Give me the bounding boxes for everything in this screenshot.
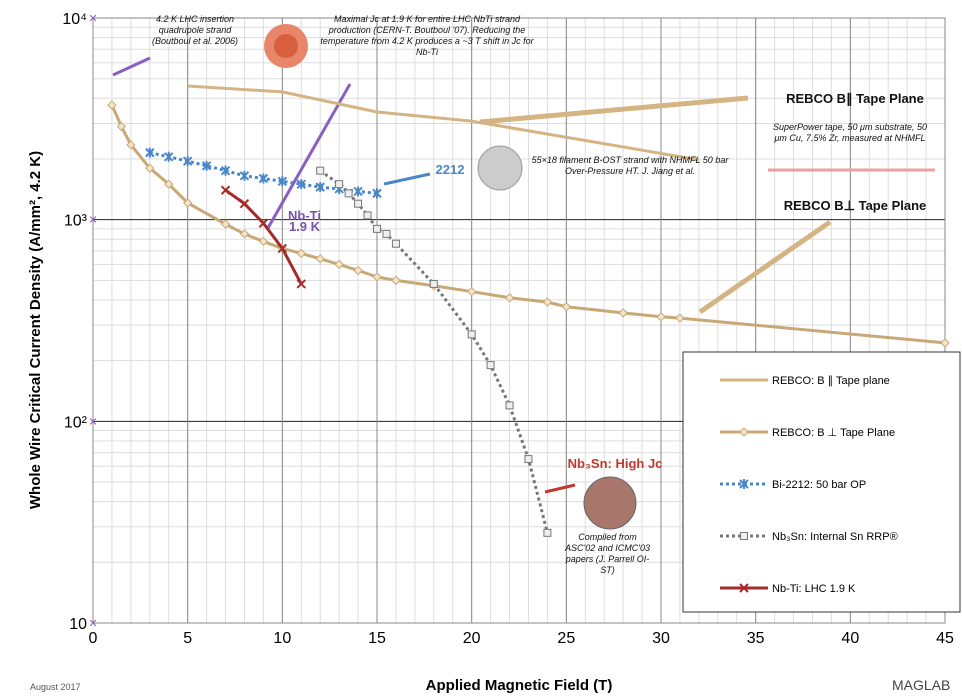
marker [676,314,684,322]
marker [392,240,399,247]
x-tick-label: 5 [183,630,192,647]
arrow [700,222,830,312]
y-tick-mark: ✕ [88,13,97,25]
annotation: REBCO B⊥ Tape Plane [760,200,950,211]
legend-label: REBCO: B ∥ Tape plane [772,375,890,387]
y-tick-label: 10³ [64,213,88,230]
marker [345,190,352,197]
marker [364,212,371,219]
strand-icon [274,34,298,58]
marker [487,362,494,369]
annotation: Nb-Ti 1.9 K [282,210,327,232]
arrow [545,485,575,492]
annotation: Nb₃Sn: High Jc [555,458,675,469]
x-tick-label: 45 [936,630,954,647]
y-axis-label: Whole Wire Critical Current Density (A/m… [27,151,44,509]
marker [165,152,173,162]
marker [354,266,362,274]
footer: August 2017 [30,682,81,692]
marker [544,529,551,536]
x-tick-label: 10 [273,630,291,647]
strand-icon [478,146,522,190]
arrow [268,84,350,228]
marker [430,280,437,287]
series-line [188,86,699,160]
marker [259,174,267,184]
y-tick-label: 10⁴ [62,11,87,28]
y-tick-label: 10² [64,414,88,431]
legend-label: Bi-2212: 50 bar OP [772,479,866,491]
y-tick-mark: ✕ [88,416,97,428]
marker [543,298,551,306]
y-tick-mark: ✕ [88,215,97,227]
annotation: Maximal Jc at 1.9 K for entire LHC NbTi … [312,14,542,58]
marker [355,200,362,207]
marker [335,260,343,268]
marker [259,237,267,245]
logo: MAGLAB [892,677,950,693]
annotation: 55×18 filament B-OST strand with NHMFL 5… [530,155,730,177]
arrow [480,98,748,122]
x-axis-label: Applied Magnetic Field (T) [426,677,613,694]
x-tick-label: 30 [652,630,670,647]
x-tick-label: 0 [89,630,98,647]
marker [336,181,343,188]
marker [392,276,400,284]
marker [317,167,324,174]
marker [316,255,324,263]
page: {"chart_data":{"type":"line", "x_label":… [0,0,962,699]
arrow [384,174,430,184]
marker [383,230,390,237]
x-tick-label: 35 [747,630,765,647]
x-tick-label: 40 [841,630,859,647]
marker [374,225,381,232]
x-tick-label: 15 [368,630,386,647]
marker [373,273,381,281]
marker [525,456,532,463]
annotation: 2212 [430,164,470,175]
x-tick-label: 20 [463,630,481,647]
y-tick-mark: ✕ [88,618,97,630]
marker [506,402,513,409]
y-tick-label: 10 [69,616,87,633]
annotation: Compiled from ASC'02 and ICMC'03 papers … [565,532,650,576]
arrow [113,58,150,75]
marker [240,171,248,181]
x-tick-label: 25 [557,630,575,647]
marker [657,313,665,321]
marker [562,303,570,311]
marker [468,288,476,296]
marker [741,533,748,540]
marker [468,331,475,338]
annotation: SuperPower tape, 50 μm substrate, 50 μm … [770,122,930,144]
annotation: REBCO B∥ Tape Plane [760,93,950,104]
legend-label: Nb-Ti: LHC 1.9 K [772,583,856,595]
marker [619,309,627,317]
annotation: 4.2 K LHC insertion quadrupole strand (B… [140,14,250,47]
legend-label: REBCO: B ⊥ Tape Plane [772,427,895,439]
strand-icon [584,477,636,529]
marker [506,294,514,302]
legend-label: Nb₃Sn: Internal Sn RRP® [772,531,898,543]
marker [354,186,362,196]
marker [941,339,949,347]
